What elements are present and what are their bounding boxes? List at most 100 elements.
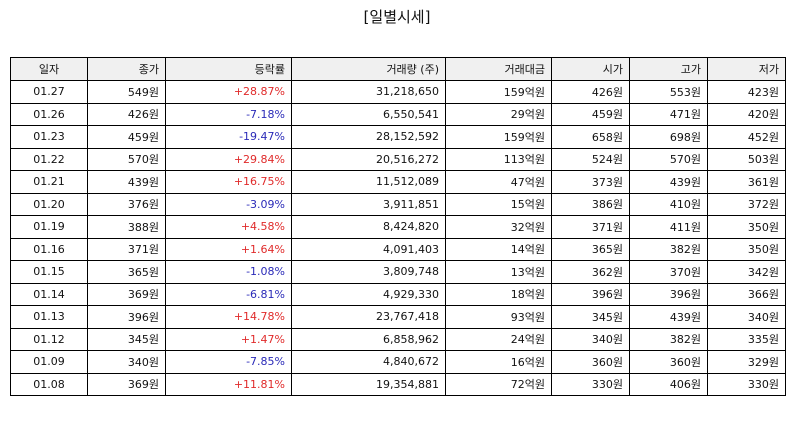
cell-volume: 3,809,748 [291,260,446,284]
cell-volume: 23,767,418 [291,305,446,329]
cell-volume: 3,911,851 [291,192,446,216]
header-open: 시가 [551,57,630,81]
cell-high: 370원 [629,260,708,284]
cell-open: 396원 [551,282,630,306]
cell-close: 549원 [87,80,166,104]
header-volume: 거래량 (주) [291,57,446,81]
cell-low: 330원 [707,372,786,396]
cell-change: +29.84% [165,147,292,171]
cell-date: 01.27 [10,80,88,104]
cell-amount: 159억원 [445,80,552,104]
cell-low: 350원 [707,215,786,239]
cell-open: 362원 [551,260,630,284]
header-change: 등락률 [165,57,292,81]
cell-open: 345원 [551,305,630,329]
cell-low: 350원 [707,237,786,261]
cell-low: 420원 [707,102,786,126]
cell-high: 382원 [629,327,708,351]
cell-date: 01.21 [10,170,88,194]
cell-volume: 28,152,592 [291,125,446,149]
cell-open: 426원 [551,80,630,104]
cell-date: 01.23 [10,125,88,149]
cell-high: 406원 [629,372,708,396]
cell-change: -1.08% [165,260,292,284]
cell-open: 373원 [551,170,630,194]
cell-volume: 8,424,820 [291,215,446,239]
cell-close: 376원 [87,192,166,216]
cell-high: 411원 [629,215,708,239]
cell-open: 371원 [551,215,630,239]
cell-high: 570원 [629,147,708,171]
cell-volume: 20,516,272 [291,147,446,171]
cell-volume: 11,512,089 [291,170,446,194]
cell-volume: 6,858,962 [291,327,446,351]
cell-date: 01.13 [10,305,88,329]
cell-open: 658원 [551,125,630,149]
table-row: 01.13 396원 +14.78% 23,767,418 93억원 345원 439원 34… [10,305,786,329]
cell-close: 426원 [87,102,166,126]
cell-date: 01.19 [10,215,88,239]
header-date: 일자 [10,57,88,81]
cell-low: 361원 [707,170,786,194]
cell-volume: 4,840,672 [291,350,446,374]
cell-close: 345원 [87,327,166,351]
cell-date: 01.08 [10,372,88,396]
table-header: 일자 종가 등락률 거래량 (주) 거래대금 시가 고가 저가 [10,57,786,81]
cell-change: +1.64% [165,237,292,261]
table-row: 01.19 388원 +4.58% 8,424,820 32억원 371원 411원 350원 [10,215,786,239]
table-body: 01.27 549원 +28.87% 31,218,650 159억원 426원 553원 4… [10,80,786,396]
table-row: 01.20 376원 -3.09% 3,911,851 15억원 386원 410원 372원 [10,192,786,216]
cell-amount: 14억원 [445,237,552,261]
cell-amount: 16억원 [445,350,552,374]
table-row: 01.22 570원 +29.84% 20,516,272 113억원 524원 570원 5… [10,147,786,171]
cell-low: 335원 [707,327,786,351]
cell-open: 386원 [551,192,630,216]
cell-high: 410원 [629,192,708,216]
cell-amount: 24억원 [445,327,552,351]
cell-change: -3.09% [165,192,292,216]
table-row: 01.12 345원 +1.47% 6,858,962 24억원 340원 382원 335원 [10,327,786,351]
table-row: 01.27 549원 +28.87% 31,218,650 159억원 426원 553원 4… [10,80,786,104]
cell-change: +14.78% [165,305,292,329]
cell-change: -7.85% [165,350,292,374]
cell-low: 423원 [707,80,786,104]
cell-high: 360원 [629,350,708,374]
cell-date: 01.20 [10,192,88,216]
cell-volume: 4,929,330 [291,282,446,306]
cell-close: 340원 [87,350,166,374]
cell-change: -7.18% [165,102,292,126]
cell-open: 365원 [551,237,630,261]
cell-close: 369원 [87,372,166,396]
cell-change: +4.58% [165,215,292,239]
cell-change: +16.75% [165,170,292,194]
table-row: 01.14 369원 -6.81% 4,929,330 18억원 396원 396원 366원 [10,282,786,306]
cell-close: 570원 [87,147,166,171]
cell-date: 01.16 [10,237,88,261]
cell-date: 01.26 [10,102,88,126]
cell-amount: 72억원 [445,372,552,396]
header-close: 종가 [87,57,166,81]
cell-close: 371원 [87,237,166,261]
cell-change: +1.47% [165,327,292,351]
cell-close: 365원 [87,260,166,284]
cell-low: 342원 [707,260,786,284]
cell-amount: 32억원 [445,215,552,239]
table-row: 01.08 369원 +11.81% 19,354,881 72억원 330원 406원 33… [10,372,786,396]
cell-close: 459원 [87,125,166,149]
cell-amount: 93억원 [445,305,552,329]
cell-amount: 113억원 [445,147,552,171]
cell-volume: 31,218,650 [291,80,446,104]
cell-amount: 47억원 [445,170,552,194]
table-row: 01.23 459원 -19.47% 28,152,592 159억원 658원 698원 4… [10,125,786,149]
daily-price-table: 일자 종가 등락률 거래량 (주) 거래대금 시가 고가 저가 01.27 549… [10,57,786,396]
cell-open: 360원 [551,350,630,374]
cell-high: 439원 [629,305,708,329]
header-amount: 거래대금 [445,57,552,81]
cell-amount: 18억원 [445,282,552,306]
cell-low: 329원 [707,350,786,374]
cell-change: +28.87% [165,80,292,104]
cell-amount: 15억원 [445,192,552,216]
cell-high: 553원 [629,80,708,104]
cell-amount: 29억원 [445,102,552,126]
cell-change: +11.81% [165,372,292,396]
